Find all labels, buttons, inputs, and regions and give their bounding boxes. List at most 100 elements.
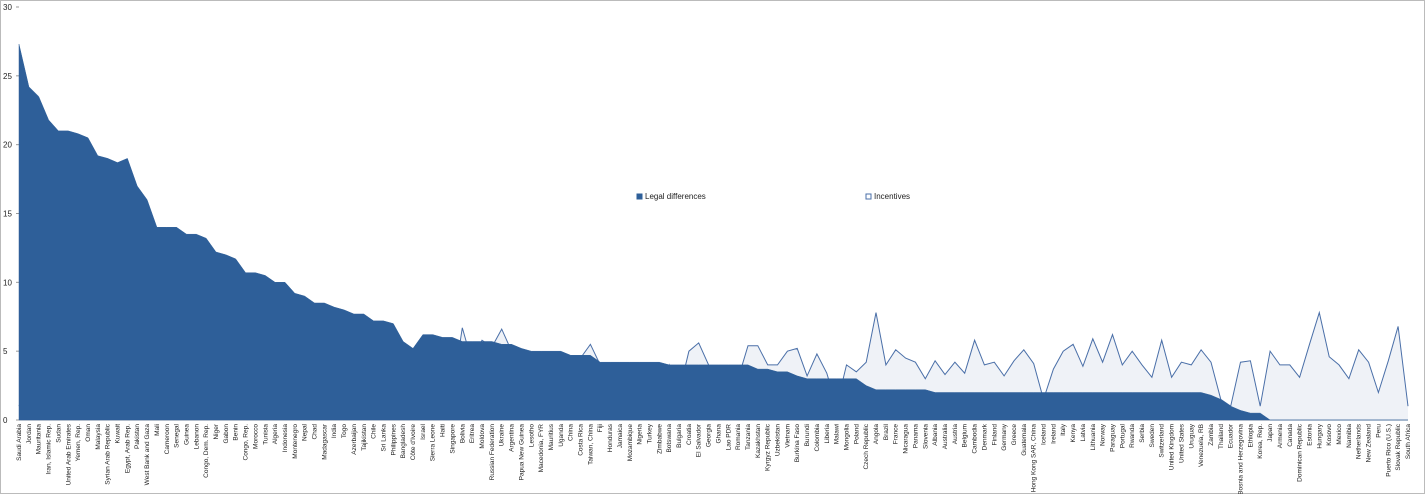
x-tick-label: Azerbaijan [351, 424, 358, 455]
x-tick-label: Iceland [1041, 424, 1048, 445]
x-tick-label: Dominican Republic [1297, 423, 1304, 482]
x-tick-label: Hungary [1316, 423, 1323, 448]
x-tick-label: Poland [853, 424, 860, 445]
x-tick-label: Sri Lanka [380, 424, 387, 452]
x-tick-label: Yemen, Rep. [75, 424, 82, 462]
x-tick-label: Brazil [883, 423, 890, 440]
x-tick-label: Italy [1060, 423, 1067, 436]
x-tick-label: Uganda [558, 424, 565, 447]
x-tick-label: Taiwan, China [587, 424, 594, 465]
x-tick-label: Mozambique [627, 424, 634, 462]
y-tick-label: 10 [3, 278, 12, 287]
x-tick-label: Estonia [1306, 424, 1313, 446]
y-tick-label: 30 [3, 3, 12, 12]
x-tick-label: Saudi Arabia [16, 424, 23, 461]
x-tick-label: Haiti [440, 424, 447, 437]
x-tick-label: Gabon [223, 424, 230, 444]
y-tick-label: 25 [3, 72, 12, 81]
x-tick-label: India [331, 424, 338, 438]
x-tick-label: Cameroon [164, 424, 171, 455]
x-tick-label: United States [1178, 423, 1185, 463]
x-tick-label: Germany [1001, 423, 1008, 450]
x-tick-label: Lao PDR [725, 424, 732, 451]
x-tick-label: Niger [213, 423, 220, 439]
x-tick-label: Congo, Rep. [243, 424, 250, 461]
x-tick-label: United Arab Emirates [65, 423, 72, 485]
x-tick-label: Ghana [715, 424, 722, 444]
x-tick-label: Mexico [1336, 424, 1343, 445]
x-tick-label: Senegal [174, 423, 181, 447]
y-tick-label: 15 [3, 210, 12, 219]
x-tick-label: Cambodia [972, 424, 979, 454]
x-tick-label: Benin [233, 424, 240, 441]
legal-area [18, 44, 1408, 421]
x-tick-label: Burkina Faso [794, 424, 801, 463]
x-tick-label: Kenya [1070, 424, 1077, 443]
x-tick-label: France [893, 424, 900, 445]
x-tick-label: Algeria [272, 424, 279, 445]
x-tick-label: Georgia [706, 424, 713, 448]
x-tick-label: Japan [1267, 424, 1274, 442]
x-tick-label: Syrian Arab Republic [105, 423, 112, 484]
x-tick-label: Tajikistan [361, 424, 368, 451]
x-tick-label: Bolivia [459, 424, 466, 444]
x-tick-label: Norway [1100, 423, 1107, 446]
x-tick-label: Ukraine [499, 424, 506, 447]
x-tick-label: Eritrea [469, 424, 476, 444]
x-tick-label: Peru [1375, 424, 1382, 438]
x-tick-label: Tunisia [262, 424, 269, 445]
x-tick-label: Kyrgyz Republic [765, 423, 772, 471]
x-tick-label: Lithuania [1090, 424, 1097, 451]
x-tick-label: Czech Republic [863, 423, 870, 469]
x-tick-label: Armenia [1277, 424, 1284, 449]
x-tick-label: Portugal [1119, 423, 1126, 448]
x-tick-label: Turkey [646, 423, 653, 443]
x-tick-label: Nigeria [637, 424, 644, 445]
x-tick-label: Fiji [597, 424, 604, 432]
x-tick-label: Latvia [1080, 424, 1087, 442]
y-tick-label: 0 [3, 416, 8, 425]
x-tick-label: Sudan [55, 424, 62, 443]
x-tick-label: Angola [873, 424, 880, 445]
x-tick-label: Botswana [666, 424, 673, 453]
x-tick-label: Montenegro [292, 424, 299, 459]
x-tick-label: Zambia [1208, 424, 1215, 446]
x-tick-label: Mauritania [36, 424, 43, 455]
x-tick-label: Iran, Islamic Rep. [46, 424, 53, 475]
x-tick-label: Namibia [1346, 424, 1353, 448]
x-tick-label: Burundi [804, 424, 811, 446]
legend-label: Legal differences [645, 192, 706, 201]
x-tick-label: Zimbabwe [656, 424, 663, 454]
y-tick-label: 20 [3, 141, 12, 150]
x-tick-label: Guatemala [1021, 424, 1028, 456]
x-tick-label: Papua New Guinea [518, 424, 525, 481]
x-tick-label: Ireland [1050, 424, 1057, 444]
x-tick-label: Lesotho [528, 424, 535, 448]
x-tick-label: Malawi [834, 424, 841, 444]
x-tick-label: Sierra Leone [430, 424, 437, 462]
x-tick-label: Venezuela, RB [1198, 424, 1205, 467]
x-tick-label: Romania [735, 424, 742, 450]
x-tick-label: Nicaragua [903, 424, 910, 454]
x-tick-label: Jamaica [617, 424, 624, 449]
x-tick-label: Rwanda [1129, 424, 1136, 448]
x-tick-label: Chad [312, 424, 319, 440]
x-tick-label: Serbia [1139, 424, 1146, 443]
x-tick-label: Chile [371, 424, 378, 439]
x-tick-label: Guinea [183, 424, 190, 445]
x-tick-label: United Kingdom [1169, 424, 1176, 470]
x-tick-label: Vietnam [784, 424, 791, 448]
x-tick-label: Finland [991, 424, 998, 446]
x-tick-label: Paraguay [1109, 423, 1116, 452]
x-tick-label: Oman [85, 424, 92, 442]
legend-swatch [636, 193, 643, 200]
x-tick-label: Kuwait [115, 424, 122, 444]
y-tick-label: 5 [3, 347, 8, 356]
x-tick-label: Macedonia, FYR [538, 424, 545, 473]
x-tick-label: Malaysia [95, 424, 102, 450]
x-tick-label: Albania [932, 424, 939, 446]
x-tick-label: Switzerland [1159, 424, 1166, 458]
x-tick-label: Côte d'Ivoire [410, 424, 417, 461]
x-tick-label: South Africa [1405, 424, 1412, 459]
